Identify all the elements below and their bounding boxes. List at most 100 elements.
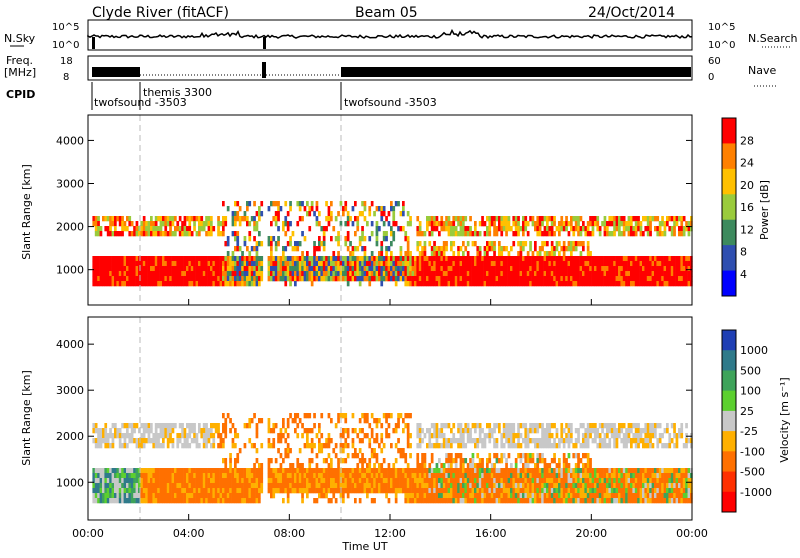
heatmap-cell: [488, 488, 491, 493]
heatmap-cell: [644, 483, 647, 488]
heatmap-cell: [472, 266, 475, 271]
heatmap-cell: [162, 216, 165, 221]
heatmap-cell: [532, 498, 535, 503]
heatmap-cell: [174, 498, 177, 503]
heatmap-cell: [666, 261, 669, 266]
heatmap-cell: [342, 256, 345, 261]
heatmap-cell: [342, 206, 345, 211]
heatmap-cell: [224, 493, 227, 498]
heatmap-cell: [596, 428, 599, 433]
heatmap-cell: [390, 226, 393, 231]
heatmap-cell: [304, 413, 307, 418]
heatmap-cell: [152, 438, 155, 443]
heatmap-cell: [232, 473, 235, 478]
heatmap-cell: [467, 488, 470, 493]
heatmap-cell: [469, 468, 472, 473]
heatmap-cell: [402, 483, 405, 488]
heatmap-cell: [608, 493, 611, 498]
heatmap-cell: [680, 256, 683, 261]
heatmap-cell: [426, 226, 429, 231]
heatmap-cell: [467, 276, 470, 281]
heatmap-cell: [150, 271, 153, 276]
heatmap-cell: [272, 276, 275, 281]
heatmap-cell: [599, 266, 602, 271]
heatmap-cell: [594, 266, 597, 271]
heatmap-cell: [364, 433, 367, 438]
heatmap-cell: [594, 221, 597, 226]
heatmap-cell: [268, 423, 271, 428]
heatmap-cell: [181, 423, 184, 428]
heatmap-cell: [637, 428, 640, 433]
heatmap-cell: [560, 256, 563, 261]
heatmap-cell: [486, 463, 489, 468]
heatmap-cell: [529, 483, 532, 488]
heatmap-cell: [188, 468, 191, 473]
heatmap-cell: [577, 453, 580, 458]
heatmap-cell: [496, 266, 499, 271]
heatmap-cell: [97, 428, 100, 433]
heatmap-cell: [452, 271, 455, 276]
heatmap-cell: [208, 276, 211, 281]
heatmap-cell: [155, 271, 158, 276]
heatmap-cell: [575, 463, 578, 468]
heatmap-cell: [186, 271, 189, 276]
heatmap-cell: [546, 241, 549, 246]
heatmap-cell: [539, 483, 542, 488]
heatmap-cell: [448, 423, 451, 428]
heatmap-cell: [572, 276, 575, 281]
heatmap-cell: [685, 281, 688, 286]
heatmap-cell: [104, 266, 107, 271]
heatmap-cell: [368, 458, 371, 463]
heatmap-cell: [596, 281, 599, 286]
heatmap-cell: [409, 413, 412, 418]
heatmap-cell: [548, 423, 551, 428]
heatmap-cell: [618, 488, 621, 493]
heatmap-cell: [376, 231, 379, 236]
heatmap-cell: [373, 473, 376, 478]
heatmap-cell: [486, 246, 489, 251]
heatmap-cell: [481, 473, 484, 478]
heatmap-cell: [517, 231, 520, 236]
heatmap-cell: [114, 271, 117, 276]
heatmap-cell: [548, 251, 551, 256]
heatmap-cell: [328, 453, 331, 458]
heatmap-cell: [563, 438, 566, 443]
heatmap-cell: [373, 498, 376, 503]
heatmap-cell: [656, 261, 659, 266]
heatmap-cell: [347, 453, 350, 458]
heatmap-cell: [311, 276, 314, 281]
heatmap-cell: [580, 443, 583, 448]
heatmap-cell: [256, 226, 259, 231]
heatmap-cell: [217, 276, 220, 281]
heatmap-cell: [551, 423, 554, 428]
heatmap-cell: [500, 498, 503, 503]
heatmap-cell: [527, 271, 530, 276]
heatmap-cell: [366, 463, 369, 468]
heatmap-cell: [196, 266, 199, 271]
heatmap-cell: [649, 493, 652, 498]
heatmap-cell: [296, 463, 299, 468]
heatmap-cell: [373, 483, 376, 488]
heatmap-cell: [479, 493, 482, 498]
heatmap-cell: [628, 428, 631, 433]
heatmap-cell: [174, 468, 177, 473]
heatmap-cell: [368, 483, 371, 488]
heatmap-cell: [193, 221, 196, 226]
heatmap-cell: [232, 211, 235, 216]
heatmap-cell: [527, 478, 530, 483]
heatmap-cell: [232, 488, 235, 493]
heatmap-cell: [157, 281, 160, 286]
heatmap-cell: [613, 221, 616, 226]
heatmap-cell: [486, 251, 489, 256]
heatmap-cell: [328, 478, 331, 483]
heatmap-cell: [145, 271, 148, 276]
heatmap-cell: [664, 478, 667, 483]
heatmap-cell: [258, 256, 261, 261]
heatmap-cell: [623, 216, 626, 221]
heatmap-cell: [534, 483, 537, 488]
heatmap-cell: [368, 206, 371, 211]
heatmap-cell: [95, 271, 98, 276]
heatmap-cell: [536, 428, 539, 433]
heatmap-cell: [452, 266, 455, 271]
heatmap-cell: [186, 468, 189, 473]
